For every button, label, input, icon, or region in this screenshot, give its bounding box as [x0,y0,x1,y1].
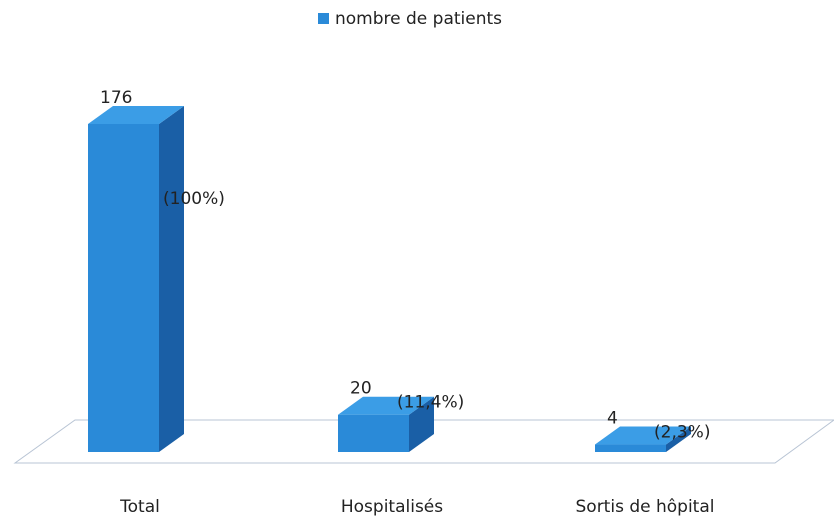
bar [338,414,409,452]
bar [88,124,159,452]
bar-top [88,106,184,124]
legend-label: nombre de patients [335,9,502,29]
data-label: 20 [350,379,372,399]
bar-side [666,426,691,452]
bar-top [338,396,434,415]
x-tick-label: Hospitalisés [341,497,443,517]
data-label: 4 [607,409,618,429]
legend-swatch [318,13,329,24]
bar-side [409,396,434,452]
percent-label: (11,4%) [397,393,464,413]
bar-top [595,426,691,445]
bar [595,444,666,452]
percent-label: (100%) [163,189,225,209]
bar-side [159,106,184,452]
data-label: 176 [100,88,132,108]
x-tick-label: Sortis de hôpital [576,497,715,517]
percent-label: (2,3%) [654,423,710,443]
x-tick-label: Total [119,497,160,517]
